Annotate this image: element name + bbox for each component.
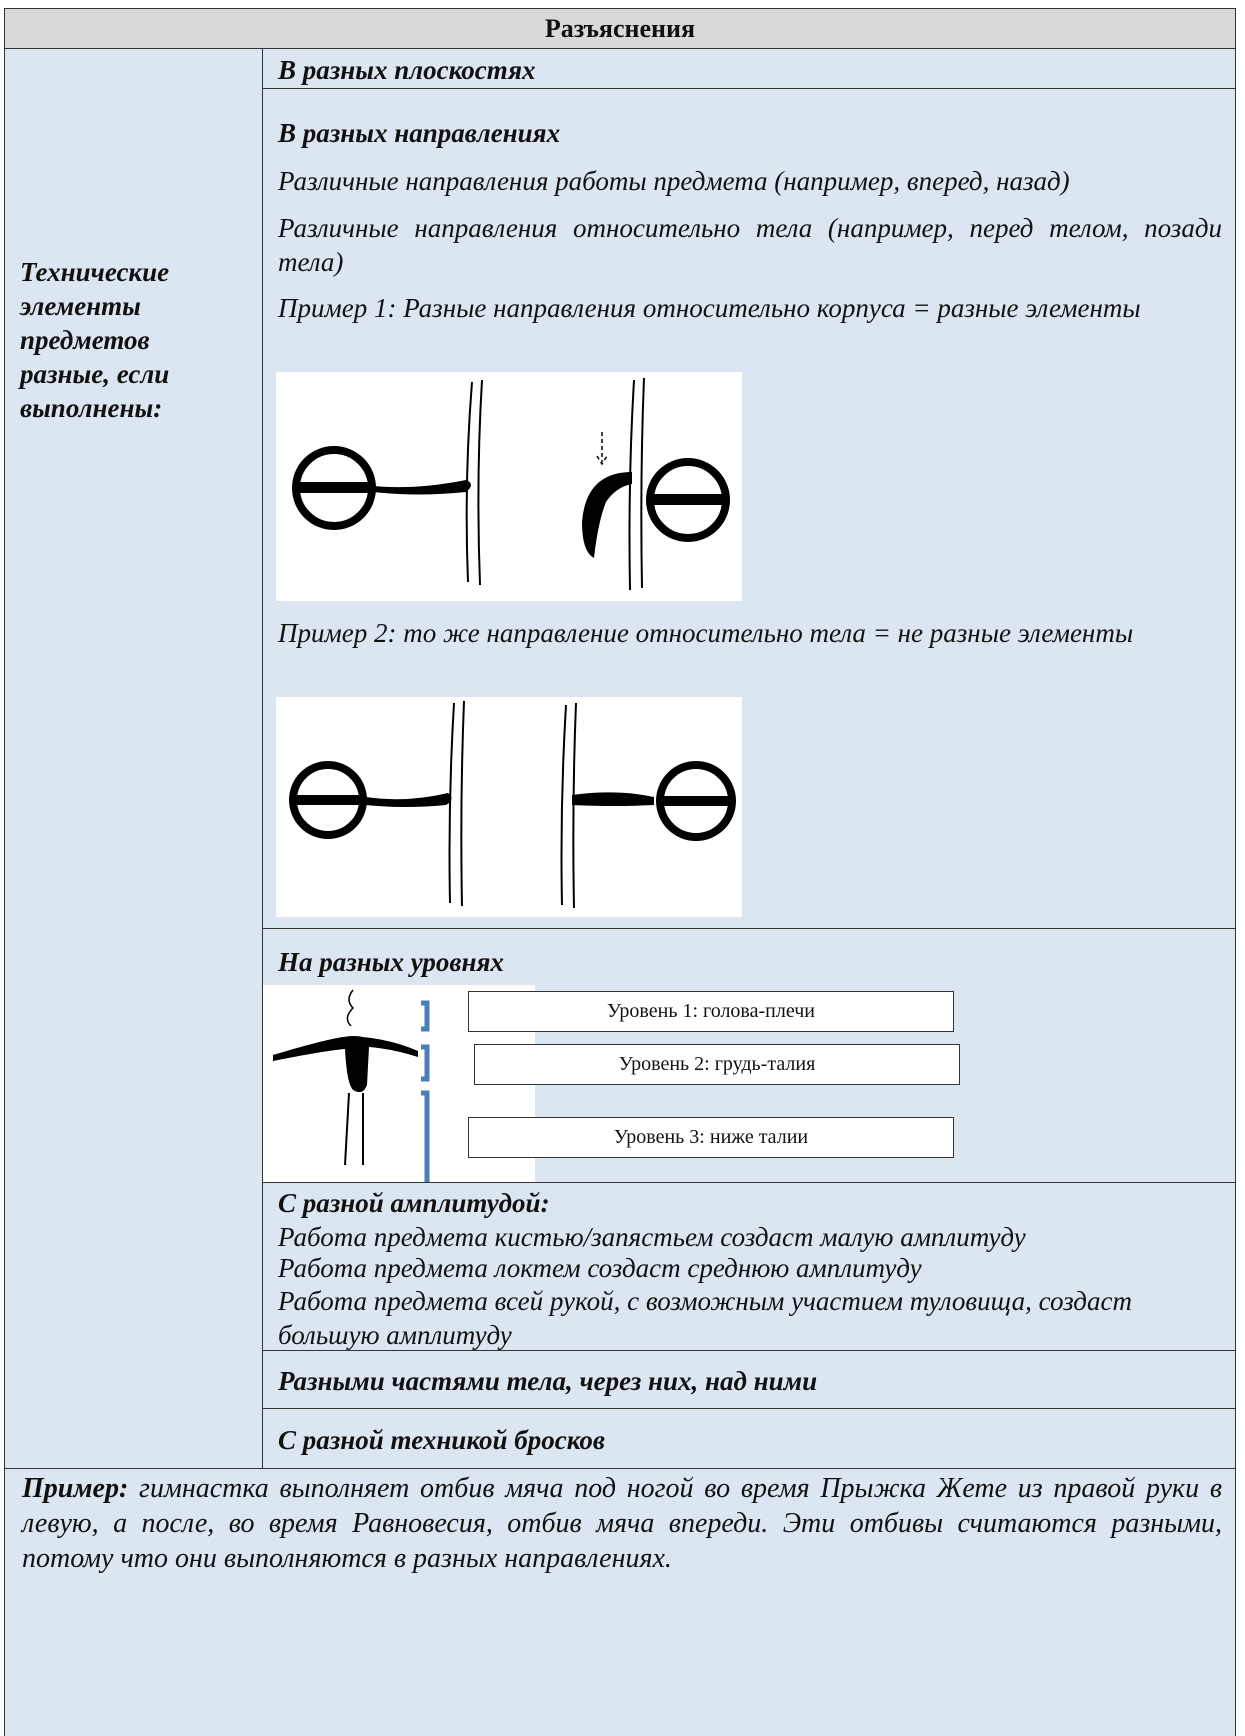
row-heading: Разными частями тела, через них, над ним… xyxy=(278,1366,818,1396)
row-heading: В разных плоскостях xyxy=(278,55,536,85)
row-line: Различные направления работы предмета (н… xyxy=(278,166,1070,196)
row-heading: С разной амплитудой: xyxy=(278,1188,550,1218)
footer xyxy=(4,1468,1236,1736)
row-line: Работа предмета всей рукой, с возможным … xyxy=(278,1286,1132,1350)
footer-body: гимнастка выполняет отбив мяча под ногой… xyxy=(22,1473,1222,1574)
left-label: Технические элементы предметов разные, е… xyxy=(20,257,170,423)
row-line: Различные направления относительно тела … xyxy=(278,213,1222,277)
header: Разъяснения xyxy=(4,8,1236,49)
left-cell xyxy=(4,48,263,1469)
row xyxy=(262,1350,1236,1409)
row-line: Работа предмета кистью/запястьем создаст… xyxy=(278,1222,1026,1252)
row xyxy=(262,1408,1236,1469)
illustration xyxy=(276,372,742,601)
row-line: Пример 1: Разные направления относительн… xyxy=(278,293,1141,323)
row-line: Работа предмета локтем создаст среднюю а… xyxy=(278,1253,922,1283)
level-box: Уровень 1: голова-плечи xyxy=(468,991,954,1032)
footer-text: Пример: гимнастка выполняет отбив мяча п… xyxy=(22,1471,1222,1576)
footer-label: Пример: xyxy=(22,1473,129,1504)
row-heading: В разных направлениях xyxy=(278,118,561,148)
row xyxy=(262,48,1236,89)
illustration xyxy=(276,697,742,917)
level-box: Уровень 2: грудь-талия xyxy=(474,1044,960,1085)
row-line: Пример 2: то же направление относительно… xyxy=(278,618,1134,648)
row-heading: На разных уровнях xyxy=(278,947,504,977)
level-box: Уровень 3: ниже талии xyxy=(468,1117,954,1158)
row-heading: С разной техникой бросков xyxy=(278,1425,605,1455)
